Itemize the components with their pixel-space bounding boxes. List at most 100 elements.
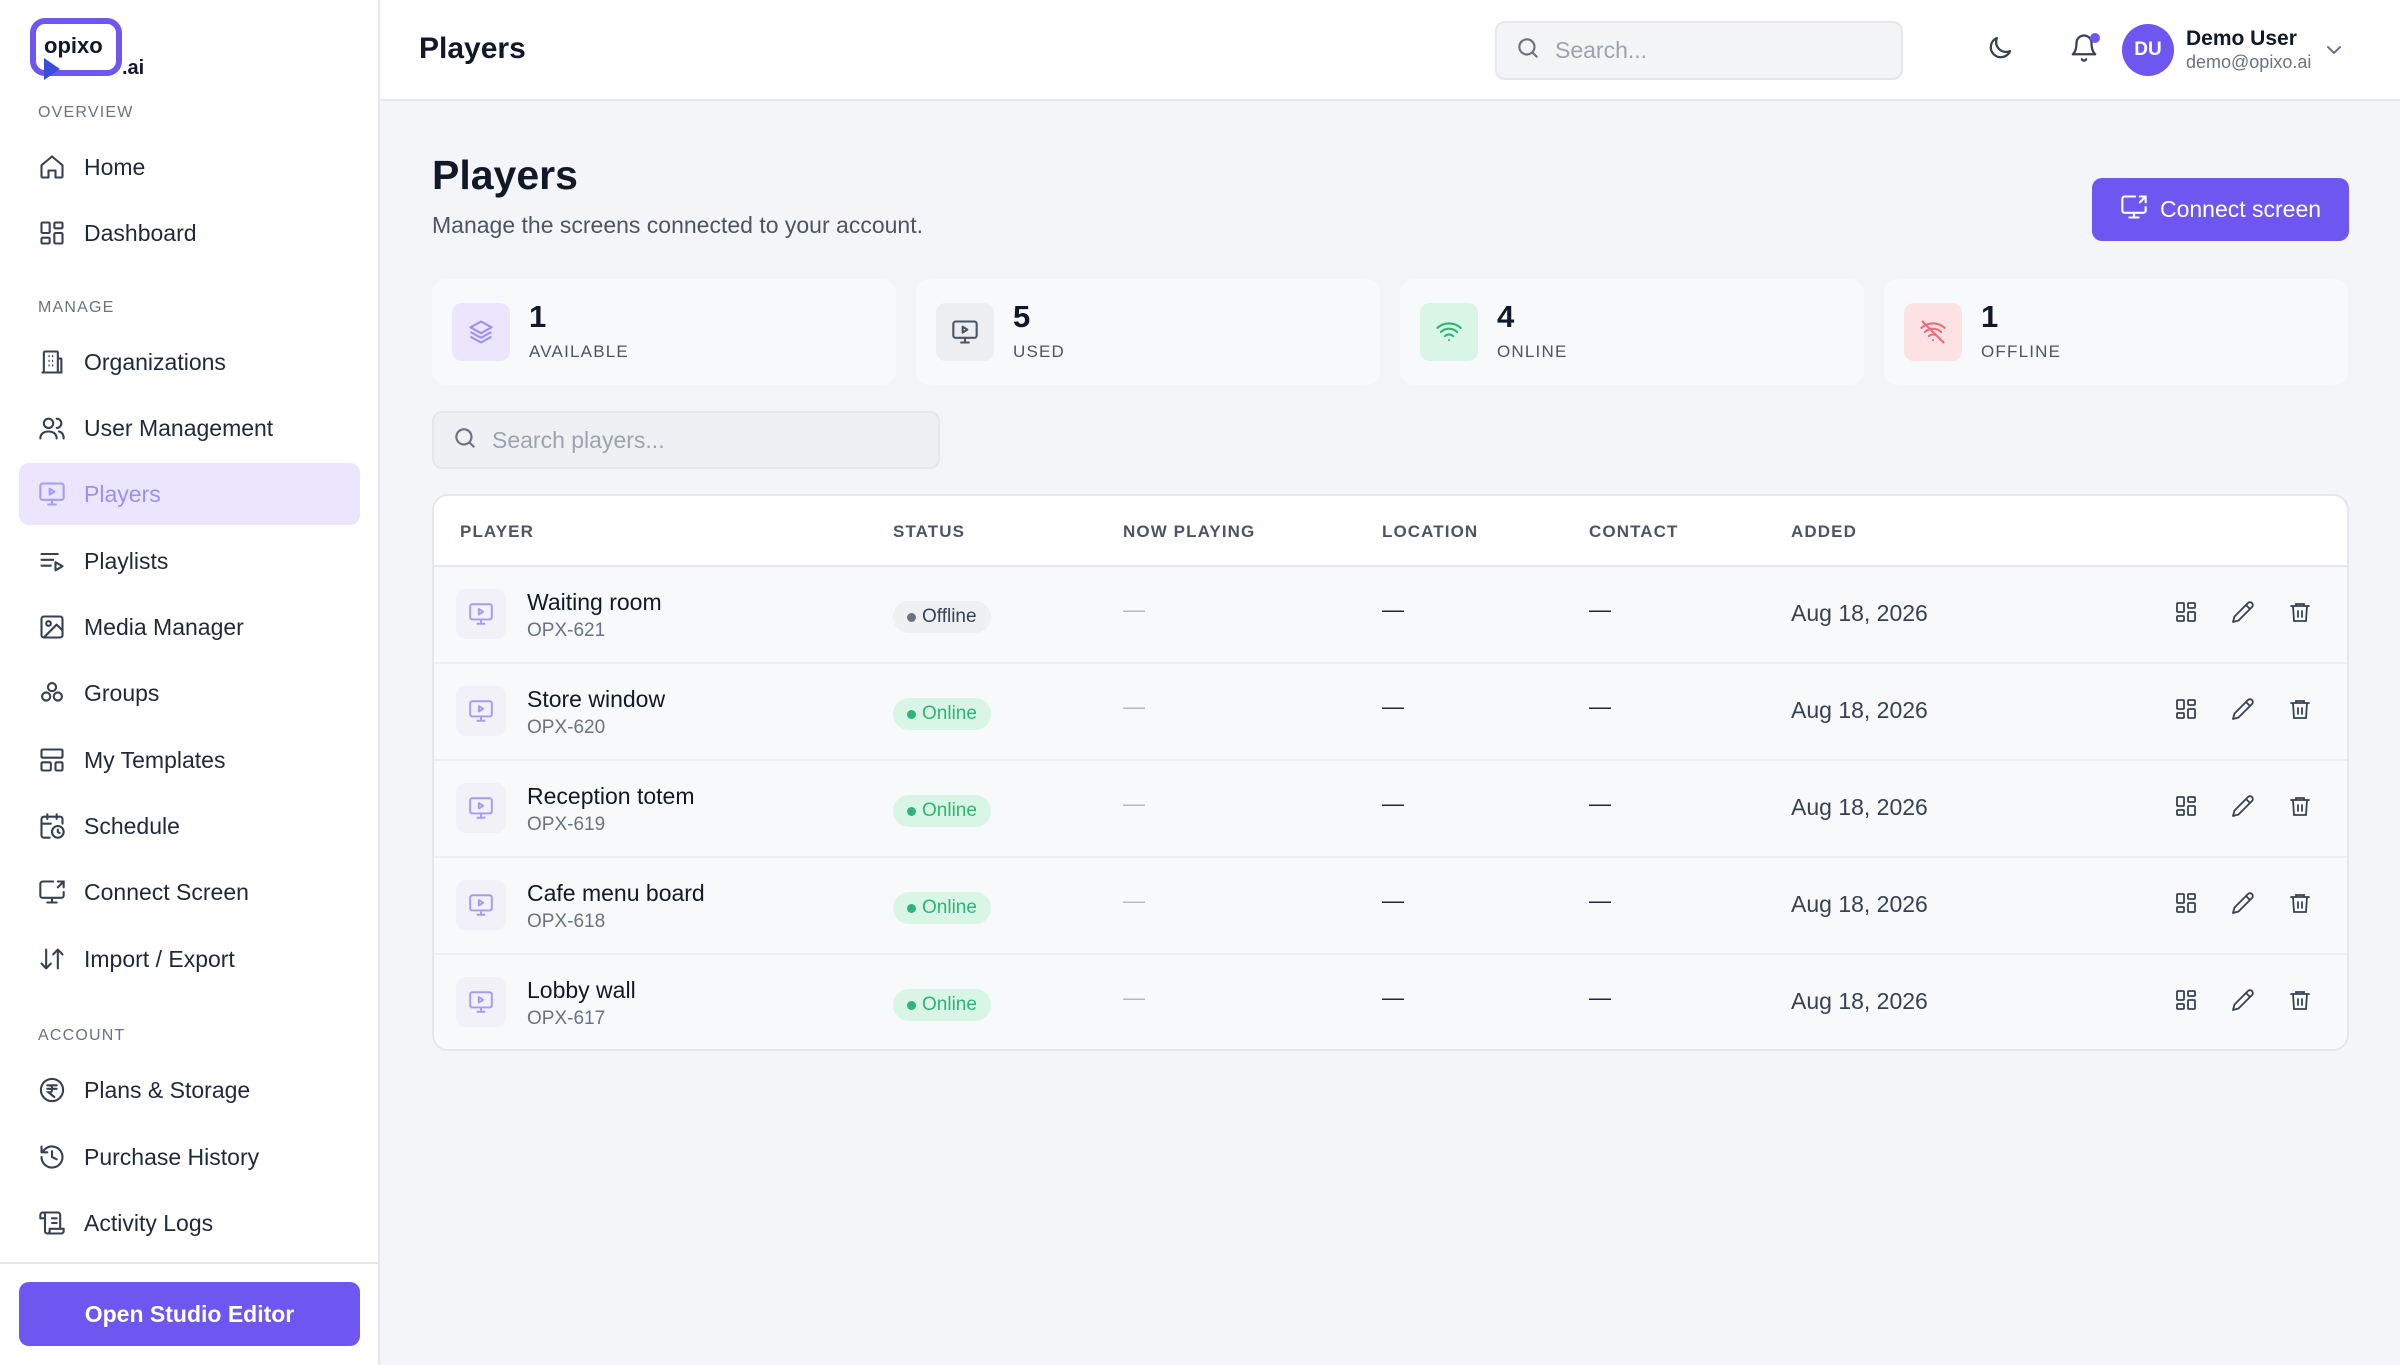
- grid-icon: [2174, 697, 2198, 726]
- pencil-icon: [2231, 794, 2255, 823]
- status-dot: [907, 709, 916, 719]
- sidebar-item-label: Import / Export: [84, 945, 235, 972]
- status-badge: Online: [893, 989, 991, 1021]
- players-search[interactable]: [432, 411, 940, 469]
- sidebar-item-my-templates[interactable]: My Templates: [19, 729, 360, 791]
- layers-icon: [452, 303, 510, 361]
- notifications-button[interactable]: [2062, 28, 2106, 72]
- sidebar-item-label: Activity Logs: [84, 1209, 214, 1236]
- player-name[interactable]: Lobby wall: [527, 977, 636, 1003]
- sidebar-item-label: Players: [84, 480, 161, 507]
- connect-screen-button[interactable]: Connect screen: [2092, 178, 2349, 241]
- table-row[interactable]: Cafe menu board OPX-618 Online — — — Aug…: [434, 858, 2347, 955]
- edit-button[interactable]: [2226, 985, 2260, 1019]
- player-name[interactable]: Store window: [527, 686, 666, 712]
- monitor-play-icon: [456, 977, 506, 1027]
- edit-button[interactable]: [2226, 888, 2260, 922]
- delete-button[interactable]: [2283, 694, 2317, 728]
- delete-button[interactable]: [2283, 985, 2317, 1019]
- global-search[interactable]: [1495, 21, 1903, 80]
- delete-button[interactable]: [2283, 597, 2317, 631]
- delete-button[interactable]: [2283, 791, 2317, 825]
- monitor-play-icon: [37, 479, 67, 509]
- player-name[interactable]: Waiting room: [527, 589, 662, 615]
- sidebar-item-media-manager[interactable]: Media Manager: [19, 596, 360, 658]
- column-header-player[interactable]: PLAYER: [460, 522, 534, 541]
- location-value: —: [1382, 985, 1404, 1010]
- avatar[interactable]: DU: [2122, 24, 2174, 76]
- sidebar-item-dashboard[interactable]: Dashboard: [19, 202, 360, 264]
- sidebar-item-import-export[interactable]: Import / Export: [19, 928, 360, 990]
- pencil-icon: [2231, 697, 2255, 726]
- connect-screen-label: Connect screen: [2159, 196, 2322, 222]
- layout-button[interactable]: [2169, 597, 2203, 631]
- edit-button[interactable]: [2226, 597, 2260, 631]
- sidebar-item-label: Media Manager: [84, 613, 244, 640]
- column-header-added[interactable]: ADDED: [1791, 522, 1857, 541]
- player-id: OPX-619: [527, 814, 606, 835]
- opixo-logo[interactable]: opixo .ai: [30, 18, 160, 84]
- sidebar-item-label: Groups: [84, 679, 160, 706]
- sidebar-item-groups[interactable]: Groups: [19, 662, 360, 724]
- sidebar-item-schedule[interactable]: Schedule: [19, 795, 360, 857]
- sidebar-item-playlists[interactable]: Playlists: [19, 530, 360, 592]
- monitor-play-icon: [456, 686, 506, 736]
- sidebar-item-home[interactable]: Home: [19, 136, 360, 198]
- template-icon: [37, 745, 67, 775]
- open-studio-editor-button[interactable]: Open Studio Editor: [19, 1282, 360, 1346]
- sidebar-item-players[interactable]: Players: [19, 463, 360, 525]
- delete-button[interactable]: [2283, 888, 2317, 922]
- table-row[interactable]: Reception totem OPX-619 Online — — — Aug…: [434, 761, 2347, 858]
- players-search-input[interactable]: [492, 426, 912, 454]
- grid-icon: [2174, 600, 2198, 629]
- now-playing-value: —: [1123, 888, 1145, 913]
- layout-button[interactable]: [2169, 985, 2203, 1019]
- stat-label: AVAILABLE: [529, 342, 629, 361]
- edit-button[interactable]: [2226, 694, 2260, 728]
- stat-value: 5: [1013, 299, 1031, 334]
- sidebar-item-user-management[interactable]: User Management: [19, 397, 360, 459]
- grid-icon: [2174, 794, 2198, 823]
- player-name[interactable]: Reception totem: [527, 783, 695, 809]
- table-header: PLAYER STATUS NOW PLAYING LOCATION CONTA…: [434, 496, 2347, 567]
- location-value: —: [1382, 694, 1404, 719]
- column-header-status[interactable]: STATUS: [893, 522, 966, 541]
- sidebar-item-label: Purchase History: [84, 1143, 260, 1170]
- contact-value: —: [1589, 694, 1611, 719]
- global-search-input[interactable]: [1555, 37, 1875, 64]
- sidebar-item-purchase-history[interactable]: Purchase History: [19, 1126, 360, 1188]
- table-row[interactable]: Store window OPX-620 Online — — — Aug 18…: [434, 664, 2347, 761]
- status-badge: Online: [893, 795, 991, 827]
- sidebar-item-activity-logs[interactable]: Activity Logs: [19, 1192, 360, 1254]
- chevron-down-icon[interactable]: [2322, 38, 2346, 62]
- edit-button[interactable]: [2226, 791, 2260, 825]
- layout-button[interactable]: [2169, 791, 2203, 825]
- sidebar-item-plans-storage[interactable]: Plans & Storage: [19, 1059, 360, 1121]
- column-header-contact[interactable]: CONTACT: [1589, 522, 1679, 541]
- sidebar-item-organizations[interactable]: Organizations: [19, 331, 360, 393]
- building-icon: [37, 347, 67, 377]
- user-email: demo@opixo.ai: [2186, 52, 2312, 72]
- table-row[interactable]: Lobby wall OPX-617 Online — — — Aug 18, …: [434, 955, 2347, 1049]
- location-value: —: [1382, 597, 1404, 622]
- sidebar-item-connect-screen[interactable]: Connect Screen: [19, 861, 360, 923]
- sidebar-item-label: Dashboard: [84, 219, 197, 246]
- currency-icon: [37, 1075, 67, 1105]
- user-name[interactable]: Demo User: [2186, 27, 2297, 50]
- status-dot: [907, 903, 916, 913]
- layout-button[interactable]: [2169, 888, 2203, 922]
- column-header-now-playing[interactable]: NOW PLAYING: [1123, 522, 1256, 541]
- layout-button[interactable]: [2169, 694, 2203, 728]
- player-name[interactable]: Cafe menu board: [527, 880, 705, 906]
- theme-toggle-button[interactable]: [1978, 28, 2022, 72]
- contact-value: —: [1589, 985, 1611, 1010]
- wifi-icon: [1420, 303, 1478, 361]
- history-icon: [37, 1142, 67, 1172]
- column-header-location[interactable]: LOCATION: [1382, 522, 1479, 541]
- player-id: OPX-617: [527, 1008, 606, 1029]
- wifi-off-icon: [1904, 303, 1962, 361]
- bell-icon: [2069, 33, 2099, 68]
- monitor-play-icon: [456, 783, 506, 833]
- table-row[interactable]: Waiting room OPX-621 Offline — — — Aug 1…: [434, 567, 2347, 664]
- search-icon: [452, 425, 478, 456]
